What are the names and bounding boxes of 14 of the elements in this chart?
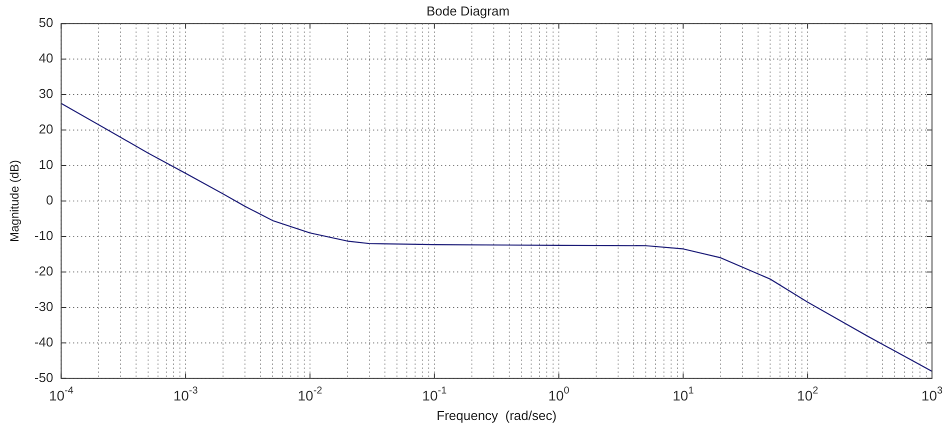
y-axis-title: Magnitude (dB) xyxy=(8,160,22,242)
y-tick-label: -30 xyxy=(34,299,54,314)
y-tick-label: 10 xyxy=(38,157,54,172)
y-tick-label: 0 xyxy=(46,192,54,208)
y-tick-label: -50 xyxy=(34,370,54,385)
y-tick-label: 30 xyxy=(38,86,54,102)
x-axis-title: Frequency (rad/sec) xyxy=(436,408,557,423)
y-tick-label: -20 xyxy=(34,264,54,279)
y-tick-label: 50 xyxy=(38,15,54,30)
y-tick-label: 40 xyxy=(38,50,54,66)
y-tick-label: -10 xyxy=(34,228,54,244)
chart-title: Bode Diagram xyxy=(426,3,510,18)
y-tick-label: -40 xyxy=(34,334,54,350)
y-tick-label: 20 xyxy=(38,122,54,137)
